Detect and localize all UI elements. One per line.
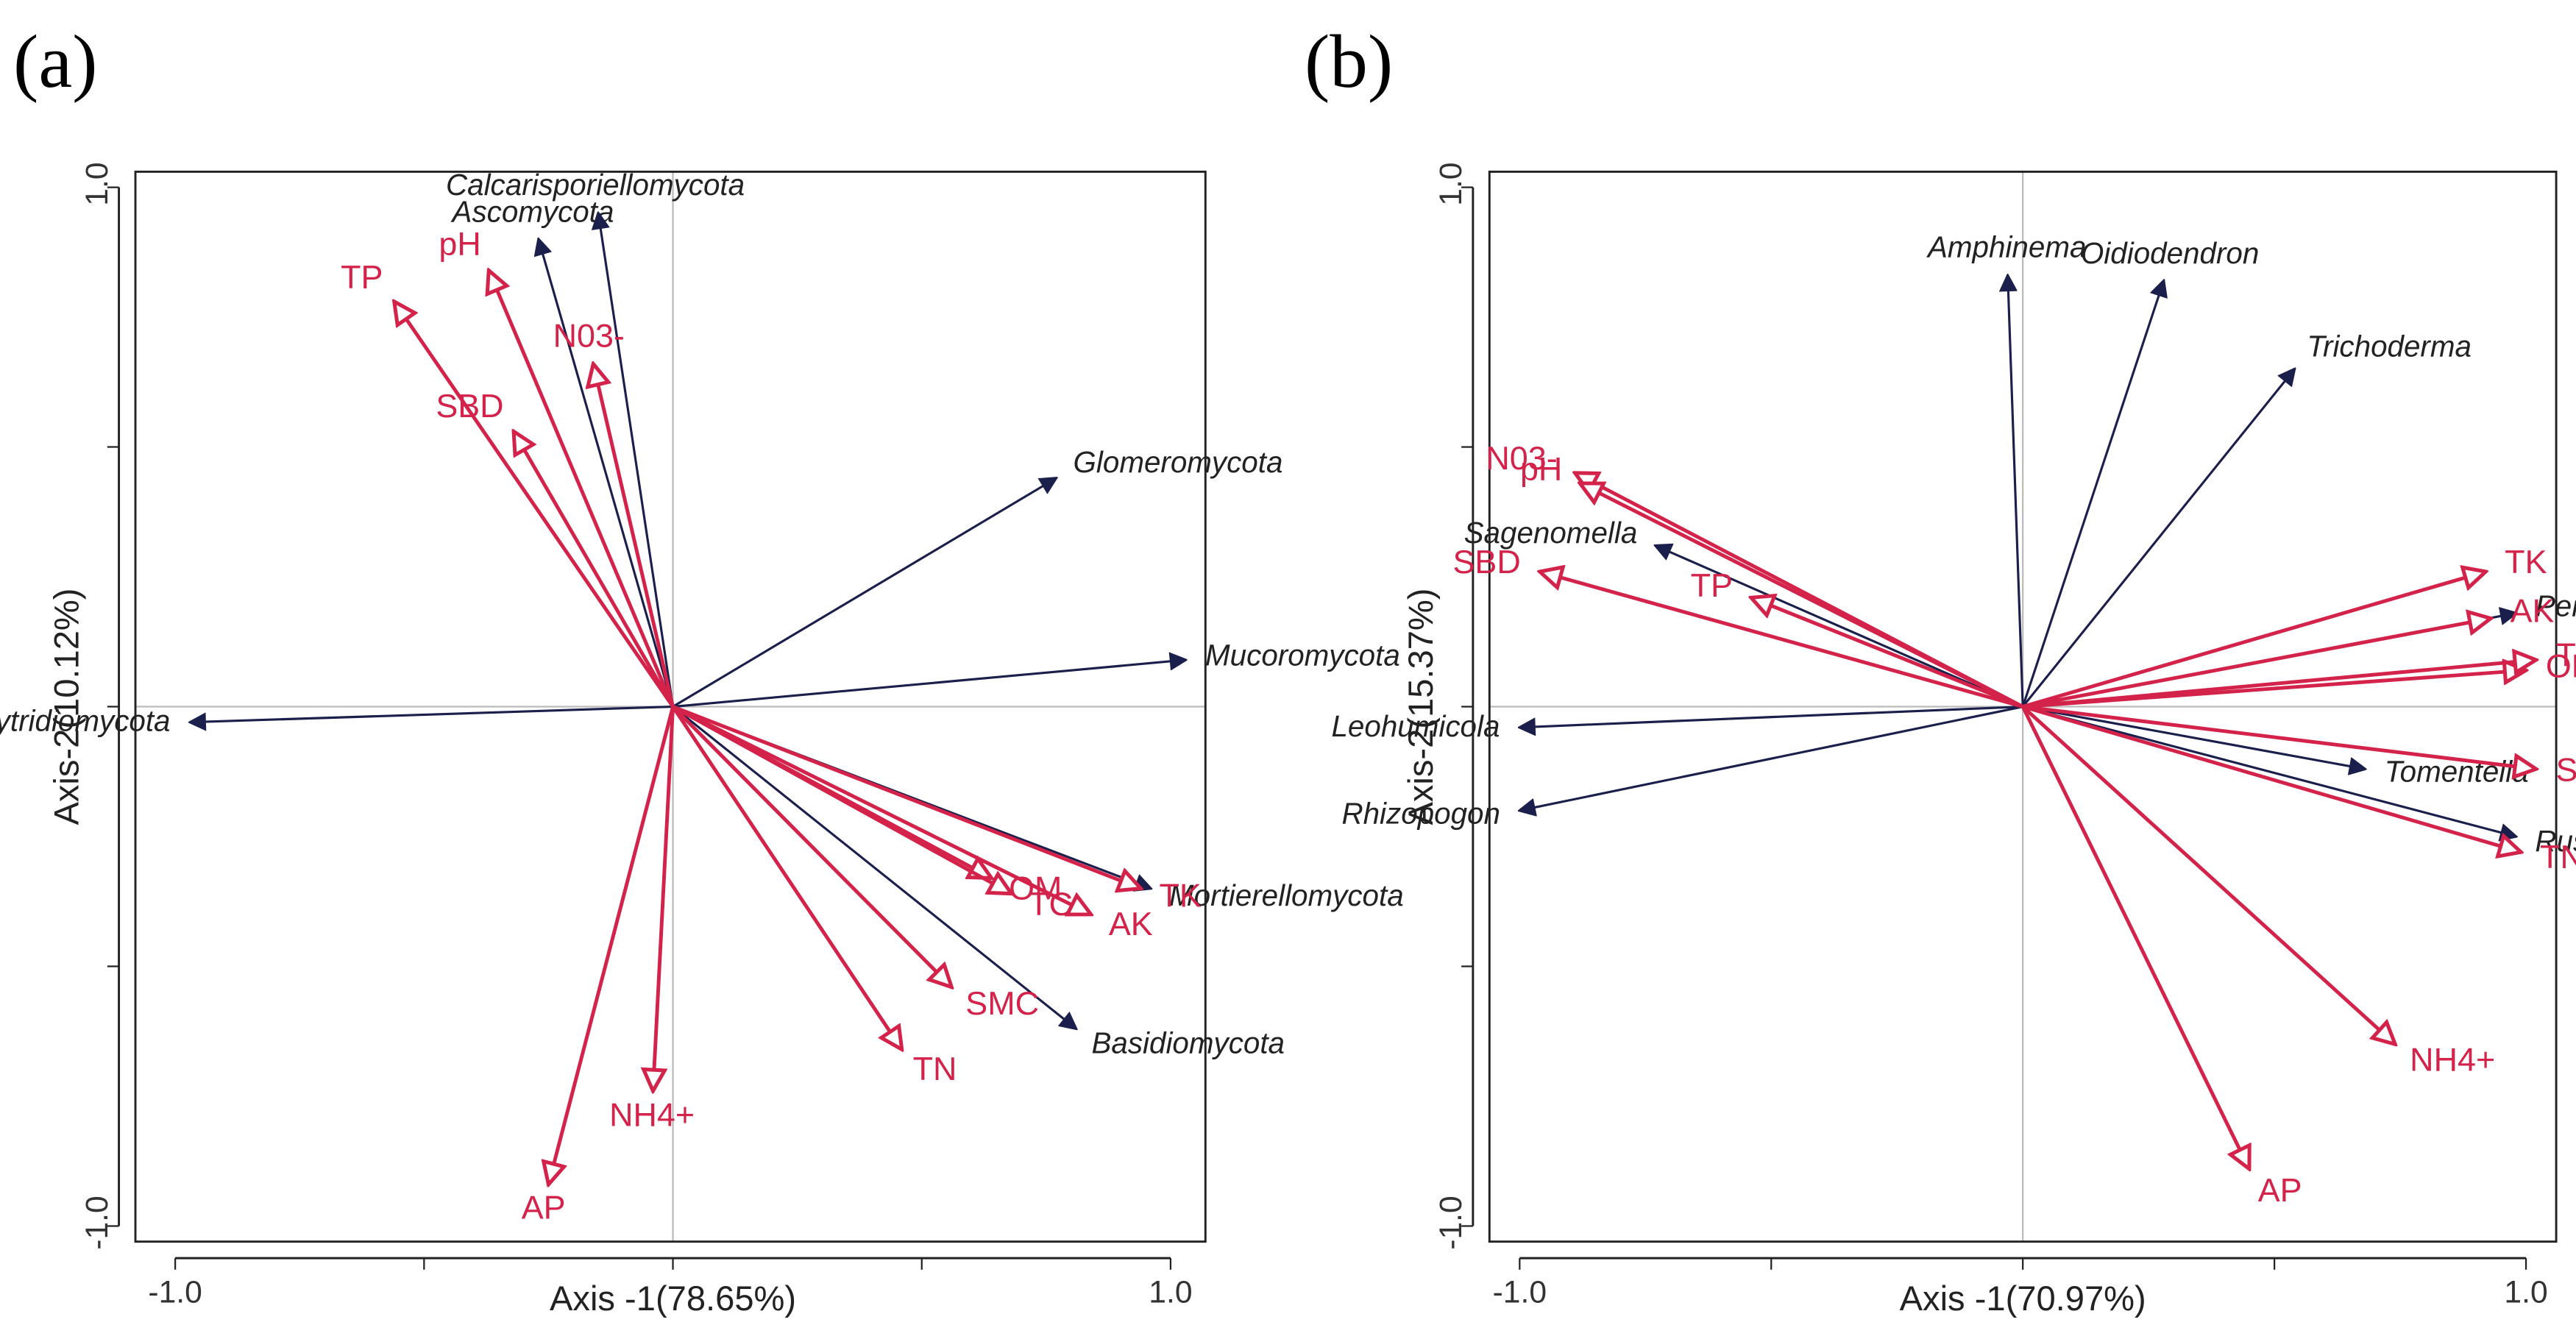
vector-arrow xyxy=(2021,281,2163,708)
vector-label: SMC xyxy=(2555,750,2576,788)
y-tick-label: 1.0 xyxy=(1433,162,1469,205)
vector-label: Leohumicola xyxy=(1331,709,1500,743)
vector-arrow xyxy=(2022,619,2491,708)
y-axis-label: Axis-2(10.12%) xyxy=(47,589,86,825)
y-tick-label: -1.0 xyxy=(1433,1196,1469,1249)
vector-label: Chytridiomycota xyxy=(0,704,171,738)
vector-arrow xyxy=(2008,276,2024,707)
vector-arrow xyxy=(672,478,1057,708)
vector-arrow xyxy=(671,705,952,987)
vector-label: pH xyxy=(1520,450,1562,488)
x-tick-label: 1.0 xyxy=(2504,1275,2547,1310)
vector-label: Rhizopogon xyxy=(1341,797,1500,831)
vector-label: TK xyxy=(2505,543,2547,580)
x-axis-label: Axis -1(78.65%) xyxy=(550,1279,796,1318)
vector-label: AK xyxy=(2511,592,2555,630)
vector-label: SBD xyxy=(436,387,503,425)
x-tick-label: -1.0 xyxy=(1493,1275,1547,1310)
plot-frame xyxy=(1488,170,2558,1243)
vector-arrow xyxy=(1751,597,2024,708)
vector-label: Trichoderma xyxy=(2307,329,2472,363)
vector-label: SMC xyxy=(965,984,1039,1022)
vector-label: SBD xyxy=(1452,543,1520,580)
vector-arrow xyxy=(2021,369,2294,708)
vector-label: Penicillium xyxy=(2536,589,2576,622)
vector-arrow xyxy=(1519,705,2023,811)
vector-arrow xyxy=(190,705,673,722)
vector-arrow xyxy=(593,364,675,708)
y-axis-label: Axis-2(15.37%) xyxy=(1401,589,1440,825)
vector-arrow xyxy=(672,705,1141,889)
vector-arrow xyxy=(539,239,675,707)
vector-arrow xyxy=(672,706,1076,1029)
vector-label: Amphinema xyxy=(1926,230,2086,263)
vector-label: Oidiodendron xyxy=(2081,236,2259,270)
vector-arrow xyxy=(672,705,1091,914)
vector-arrow xyxy=(2022,705,2536,770)
vector-arrow xyxy=(671,706,902,1050)
vector-label: Sagenomella xyxy=(1464,516,1638,550)
vector-arrow xyxy=(653,706,675,1091)
vector-label: NH4+ xyxy=(609,1096,695,1134)
vector-arrow xyxy=(1540,572,2023,708)
vector-label: AP xyxy=(522,1189,566,1226)
vector-label: Basidiomycota xyxy=(1091,1026,1285,1059)
x-tick-label: -1.0 xyxy=(148,1275,202,1310)
vector-arrow xyxy=(1519,705,2023,728)
vector-arrow xyxy=(2022,706,2516,836)
vector-label: TN xyxy=(2540,838,2576,875)
vector-arrow xyxy=(394,302,675,708)
vector-label: Glomeromycota xyxy=(1073,445,1282,479)
vector-arrow xyxy=(514,431,675,708)
vector-arrow xyxy=(2022,572,2485,708)
panel-label: (a) xyxy=(13,20,98,104)
vector-arrow xyxy=(2020,706,2249,1169)
vector-arrow xyxy=(2021,705,2395,1045)
vector-label: N03- xyxy=(1486,439,1557,477)
vector-label: TC xyxy=(2556,636,2576,674)
vector-label: AP xyxy=(2258,1171,2302,1209)
vector-label: OM xyxy=(2546,647,2576,684)
vector-arrow xyxy=(2022,660,2536,708)
panel-label: (b) xyxy=(1305,20,1393,104)
vector-arrow xyxy=(1580,483,2024,708)
y-tick-label: 1.0 xyxy=(79,162,115,205)
vector-arrow xyxy=(1656,546,2023,708)
vector-label: AK xyxy=(1109,905,1153,942)
vector-label: TN xyxy=(913,1050,957,1087)
vector-label: Russula xyxy=(2535,824,2576,858)
x-tick-label: 1.0 xyxy=(1149,1275,1192,1310)
vector-arrow xyxy=(598,213,675,707)
vector-arrow xyxy=(2022,705,2521,853)
vector-arrow xyxy=(548,706,675,1184)
vector-label: Mortierellomycota xyxy=(1169,878,1404,912)
vector-arrow xyxy=(672,705,1012,894)
vector-label: TP xyxy=(1691,566,1733,604)
plot-frame xyxy=(134,170,1207,1243)
vector-label: TP xyxy=(341,258,383,296)
vector-label: Mucoromycota xyxy=(1205,638,1400,672)
vector-label: TK xyxy=(1159,876,1201,914)
vector-label: NH4+ xyxy=(2410,1040,2495,1078)
x-axis-label: Axis -1(70.97%) xyxy=(1900,1279,2146,1318)
vector-arrow xyxy=(673,660,1186,708)
vector-label: pH xyxy=(439,224,480,262)
y-tick-label: -1.0 xyxy=(79,1196,115,1249)
vector-arrow xyxy=(489,271,675,708)
vector-label: Calcarisporiellomycota xyxy=(446,168,745,202)
vector-label: Ascomycota xyxy=(451,194,614,228)
vector-arrow xyxy=(2022,705,2365,770)
vector-label: N03- xyxy=(553,316,625,354)
